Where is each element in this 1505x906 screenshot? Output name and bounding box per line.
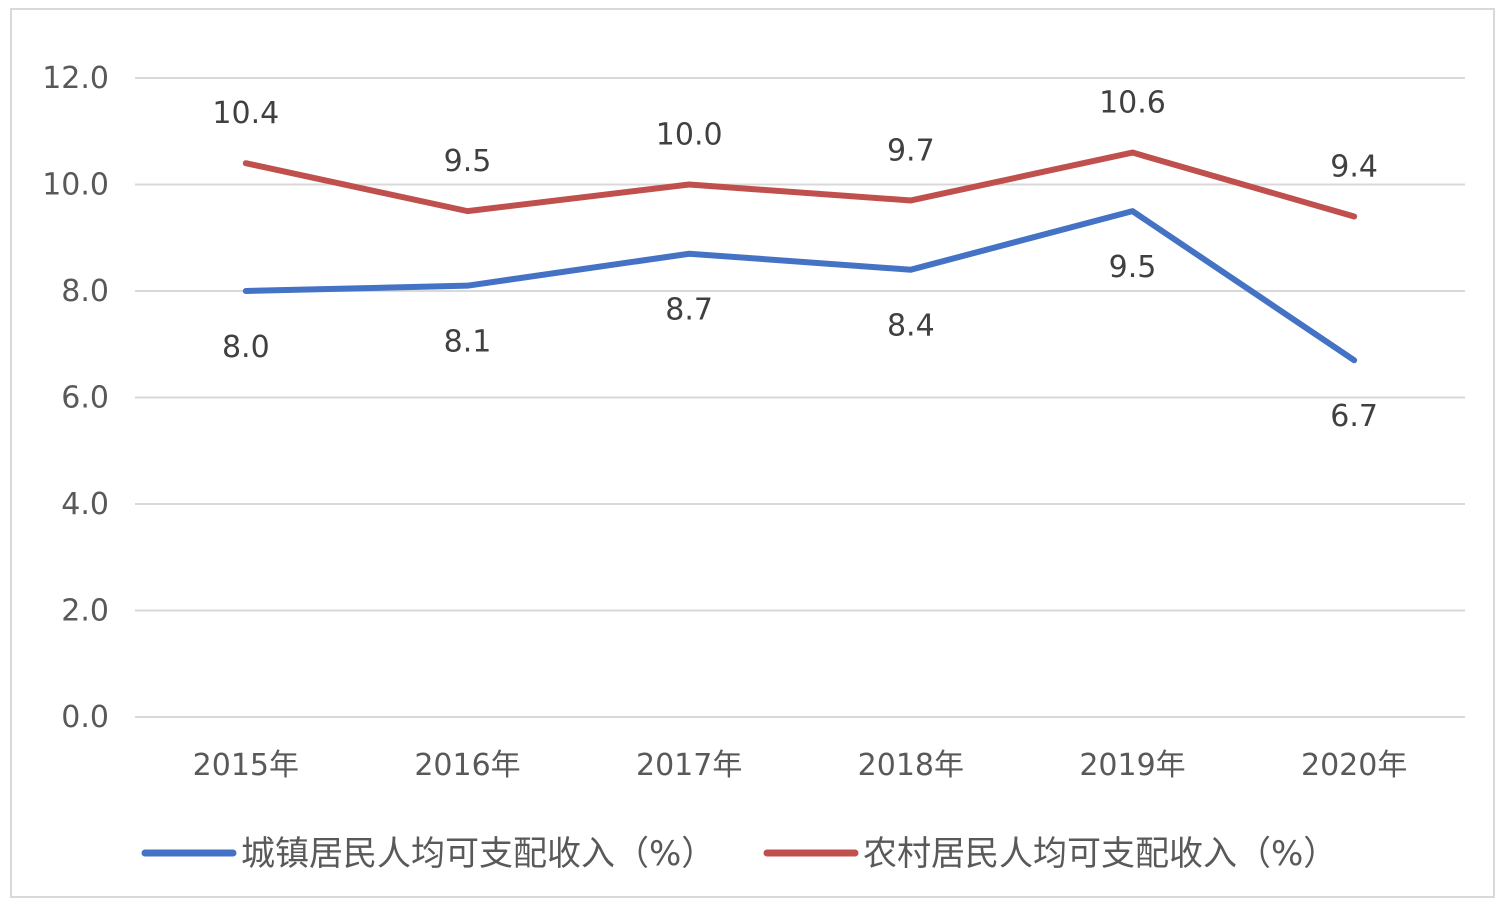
line-chart: 0.02.04.06.08.010.012.0 2015年 2016年 2017年 2…	[42, 61, 1465, 874]
legend-entry: 农村居民人均可支配收入（%）	[863, 834, 1337, 874]
x-tick-label: 2020年	[1301, 748, 1407, 783]
data-label: 8.1	[444, 325, 492, 360]
data-label: 8.0	[222, 330, 270, 365]
y-tick-label: 6.0	[61, 381, 109, 416]
x-axis-tick-labels: 2015年 2016年 2017年 2018年 2019年 2020年	[193, 748, 1408, 783]
data-label: 9.4	[1330, 149, 1378, 184]
y-tick-label: 2.0	[61, 594, 109, 629]
x-tick-label: 2016年	[414, 748, 520, 783]
legend: 城镇居民人均可支配收入（%） 农村居民人均可支配收入（%）	[141, 834, 1337, 874]
y-axis-tick-labels: 0.0 2.0 4.0 6.0 8.0 10.0 12.0	[42, 61, 109, 735]
y-tick-label: 8.0	[61, 274, 109, 309]
gridlines	[135, 77, 1465, 718]
series-line-1	[242, 149, 1358, 220]
series-lines	[242, 149, 1358, 364]
data-label: 9.5	[444, 144, 492, 179]
y-tick-label: 10.0	[42, 168, 109, 203]
x-tick-label: 2015年	[193, 748, 299, 783]
data-label: 10.0	[656, 118, 723, 153]
data-label: 6.7	[1330, 399, 1378, 434]
data-label: 10.6	[1099, 86, 1166, 121]
data-label: 10.4	[212, 96, 279, 131]
y-tick-label: 12.0	[42, 61, 109, 96]
chart-frame: 0.0 2.0 4.0 6.0 8.0 10.0 12.0 2015年 2016年 2017年 2…	[10, 8, 1495, 898]
y-tick-label: 4.0	[61, 487, 109, 522]
y-tick-label: 0.0	[61, 700, 109, 735]
data-label: 8.7	[665, 293, 713, 328]
data-label: 9.5	[1109, 250, 1157, 285]
x-tick-label: 2018年	[858, 748, 964, 783]
x-tick-label: 2019年	[1079, 748, 1185, 783]
legend-entry: 城镇居民人均可支配收入（%）	[241, 834, 715, 874]
data-label: 9.7	[887, 133, 935, 168]
series-line-0	[242, 208, 1358, 364]
data-label: 8.4	[887, 309, 935, 344]
data-labels: 8.0 8.1 8.7 8.4 9.5 6.7 10.4 9.5 10.0 9.7 10.6 9.4	[212, 86, 1378, 435]
x-tick-label: 2017年	[636, 748, 742, 783]
